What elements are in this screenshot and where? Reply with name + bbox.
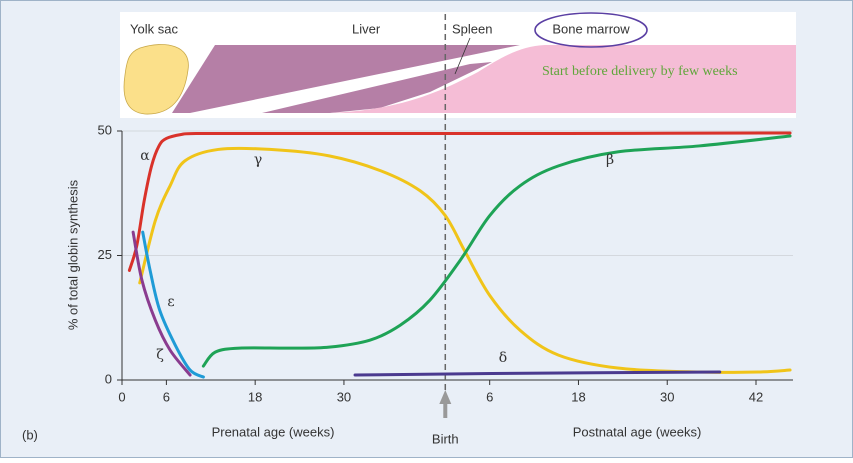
- series-label: ε: [167, 294, 174, 310]
- y-tick-label: 50: [98, 122, 112, 137]
- x-tick-label: 30: [337, 389, 351, 404]
- series-label: ζ: [156, 347, 164, 363]
- series-label: δ: [499, 350, 507, 366]
- site-label: Liver: [352, 21, 381, 36]
- site-label: Bone marrow: [552, 21, 630, 36]
- x-tick-label: 18: [571, 389, 585, 404]
- y-tick-label: 25: [98, 247, 112, 262]
- x-tick-label: 0: [118, 389, 125, 404]
- site-label: Spleen: [452, 21, 492, 36]
- x-tick-label: 30: [660, 389, 674, 404]
- panel-label: (b): [22, 427, 38, 442]
- annotation: Start before delivery by few weeks: [542, 64, 738, 79]
- x-axis-label: Postnatal age (weeks): [573, 424, 702, 439]
- y-axis-label: % of total globin synthesis: [65, 179, 80, 330]
- site-label: Yolk sac: [130, 21, 178, 36]
- figure: Yolk sac Liver Spleen Bone marrow Start …: [0, 0, 853, 458]
- birth-label: Birth: [432, 431, 459, 446]
- series-label: α: [140, 148, 150, 164]
- series-label: β: [606, 152, 614, 168]
- x-axis-label: Prenatal age (weeks): [212, 424, 335, 439]
- x-tick-label: 6: [163, 389, 170, 404]
- x-tick-label: 42: [749, 389, 763, 404]
- x-tick-label: 6: [486, 389, 493, 404]
- y-tick-label: 0: [105, 371, 112, 386]
- x-tick-label: 18: [248, 389, 262, 404]
- series-label: γ: [254, 152, 262, 168]
